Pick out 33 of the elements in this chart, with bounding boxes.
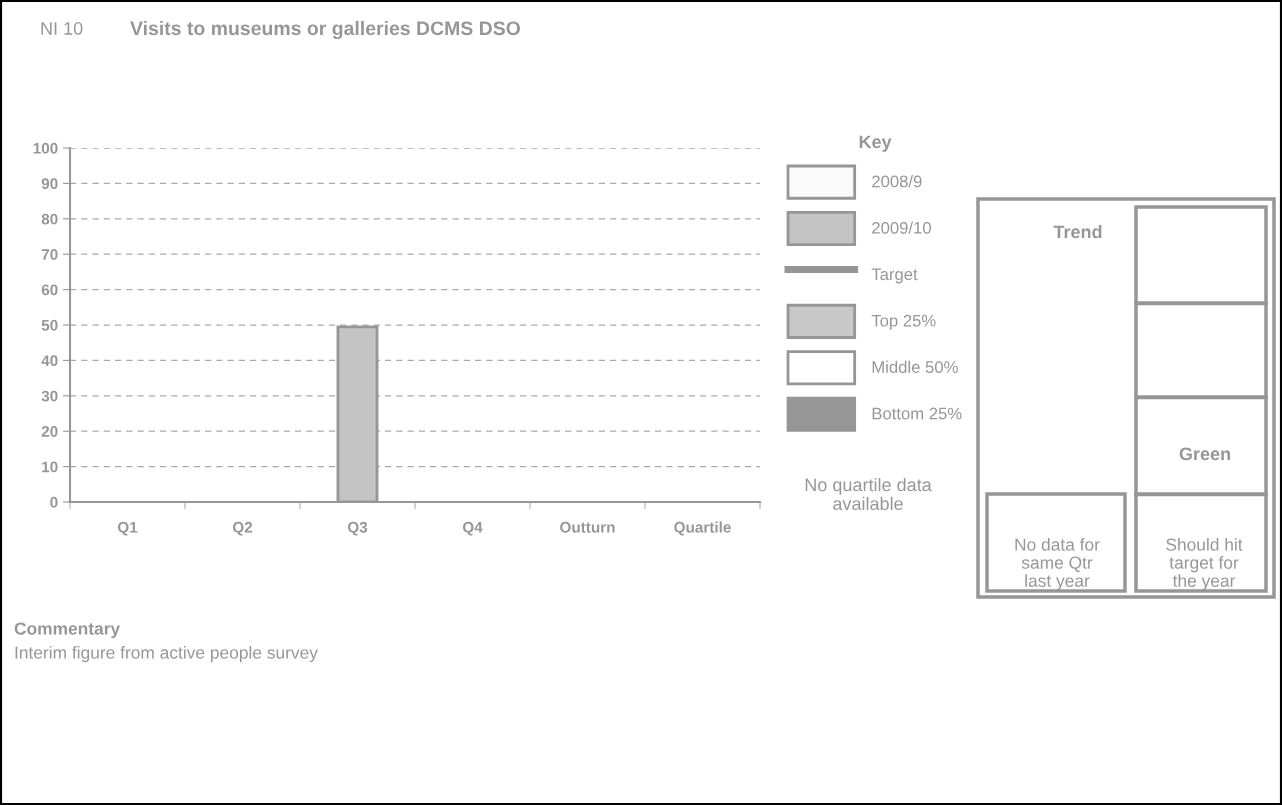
legend-label: Middle 50% bbox=[872, 360, 958, 373]
x-tick-label: Outturn bbox=[560, 521, 615, 533]
text: No quartile data available bbox=[805, 478, 932, 511]
y-tick-label: 100 bbox=[33, 142, 58, 154]
y-tick-label: 20 bbox=[41, 426, 58, 437]
x-tick-label: Quartile bbox=[674, 521, 731, 536]
y-tick-label: 70 bbox=[41, 249, 58, 260]
text: Trend bbox=[1053, 225, 1102, 239]
y-tick-label: 60 bbox=[41, 284, 58, 296]
legend-label: 2009/10 bbox=[872, 221, 931, 234]
legend-label: Top 25% bbox=[871, 314, 936, 330]
legend-label: 2008/9 bbox=[872, 175, 922, 188]
y-tick-label: 30 bbox=[41, 390, 58, 402]
text: No data for same Qtr last year bbox=[1015, 538, 1100, 591]
legend-label: Target bbox=[871, 268, 918, 284]
x-tick-label: Q1 bbox=[117, 521, 138, 536]
y-tick-label: 50 bbox=[41, 319, 58, 331]
legend-label: Bottom 25% bbox=[872, 407, 962, 420]
legend-title: Key bbox=[859, 135, 892, 152]
chart-subtitle: NI 10 bbox=[41, 22, 83, 35]
text: Commentary bbox=[14, 622, 121, 639]
y-tick-label: 0 bbox=[50, 496, 58, 508]
text: Green bbox=[1179, 447, 1230, 461]
x-tick-label: Q3 bbox=[347, 521, 368, 536]
y-tick-label: 90 bbox=[41, 178, 58, 190]
text: Should hit target for the year bbox=[1166, 538, 1243, 591]
y-tick-label: 40 bbox=[41, 355, 58, 367]
chart-title: Visits to museums or galleries DCMS DSO bbox=[130, 20, 520, 40]
y-tick-label: 80 bbox=[41, 213, 58, 225]
x-tick-label: Q2 bbox=[232, 521, 253, 536]
text: Interim figure from active people survey bbox=[15, 646, 318, 663]
x-tick-label: Q4 bbox=[462, 521, 483, 536]
y-tick-label: 10 bbox=[42, 461, 58, 473]
